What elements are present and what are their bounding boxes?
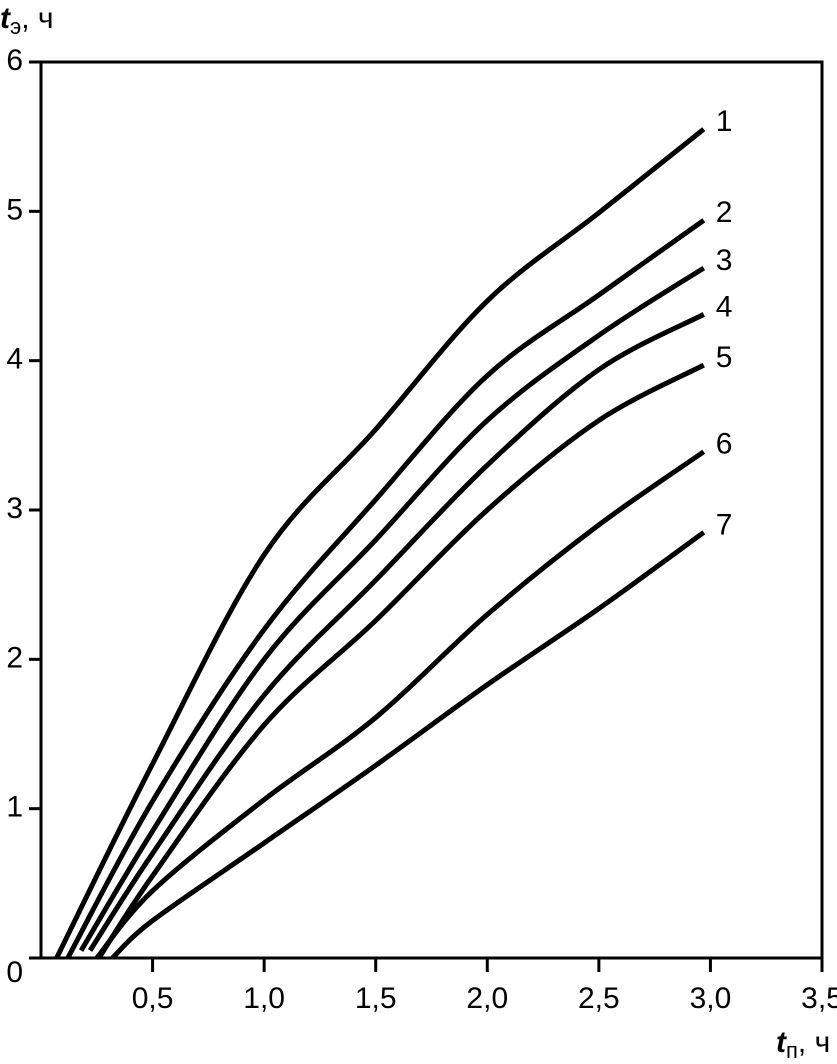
x-axis-unit: , ч xyxy=(798,1026,830,1059)
y-tick-label: 6 xyxy=(6,44,23,77)
y-tick-label: 5 xyxy=(6,193,23,226)
y-tick-label: 3 xyxy=(6,492,23,525)
x-tick-label: 3,0 xyxy=(690,982,732,1015)
x-tick-label: 2,0 xyxy=(466,982,508,1015)
y-axis-title: tэ, ч xyxy=(0,2,54,39)
y-tick-label: 0 xyxy=(6,956,23,989)
y-axis-subscript: э xyxy=(10,14,21,39)
x-tick-label: 1,5 xyxy=(355,982,397,1015)
y-tick-label: 2 xyxy=(6,641,23,674)
series-line xyxy=(96,362,705,960)
x-tick-label: 0,5 xyxy=(132,982,174,1015)
series-label: 5 xyxy=(716,341,733,374)
x-tick-label: 2,5 xyxy=(578,982,620,1015)
y-axis-symbol: t xyxy=(0,2,12,35)
y-tick-label: 4 xyxy=(6,343,23,376)
x-tick-label: 1,0 xyxy=(243,982,285,1015)
series-label: 6 xyxy=(716,428,733,461)
series-label: 2 xyxy=(716,196,733,229)
series-line xyxy=(65,218,706,960)
x-axis-symbol: t xyxy=(776,1026,788,1059)
x-axis-title: tп, ч xyxy=(776,1026,830,1063)
y-tick-label: 1 xyxy=(6,791,23,824)
series-line xyxy=(110,530,706,960)
series-line xyxy=(94,449,706,960)
series-line xyxy=(79,265,706,952)
series-label: 1 xyxy=(716,105,733,138)
series-label: 4 xyxy=(716,290,733,323)
x-tick-label: 3,5 xyxy=(801,982,837,1015)
y-axis-unit: , ч xyxy=(21,2,53,35)
series-line xyxy=(54,127,706,960)
series-label: 3 xyxy=(716,244,733,277)
series-label: 7 xyxy=(716,508,733,541)
x-axis-subscript: п xyxy=(786,1038,798,1063)
series-line xyxy=(87,312,705,952)
